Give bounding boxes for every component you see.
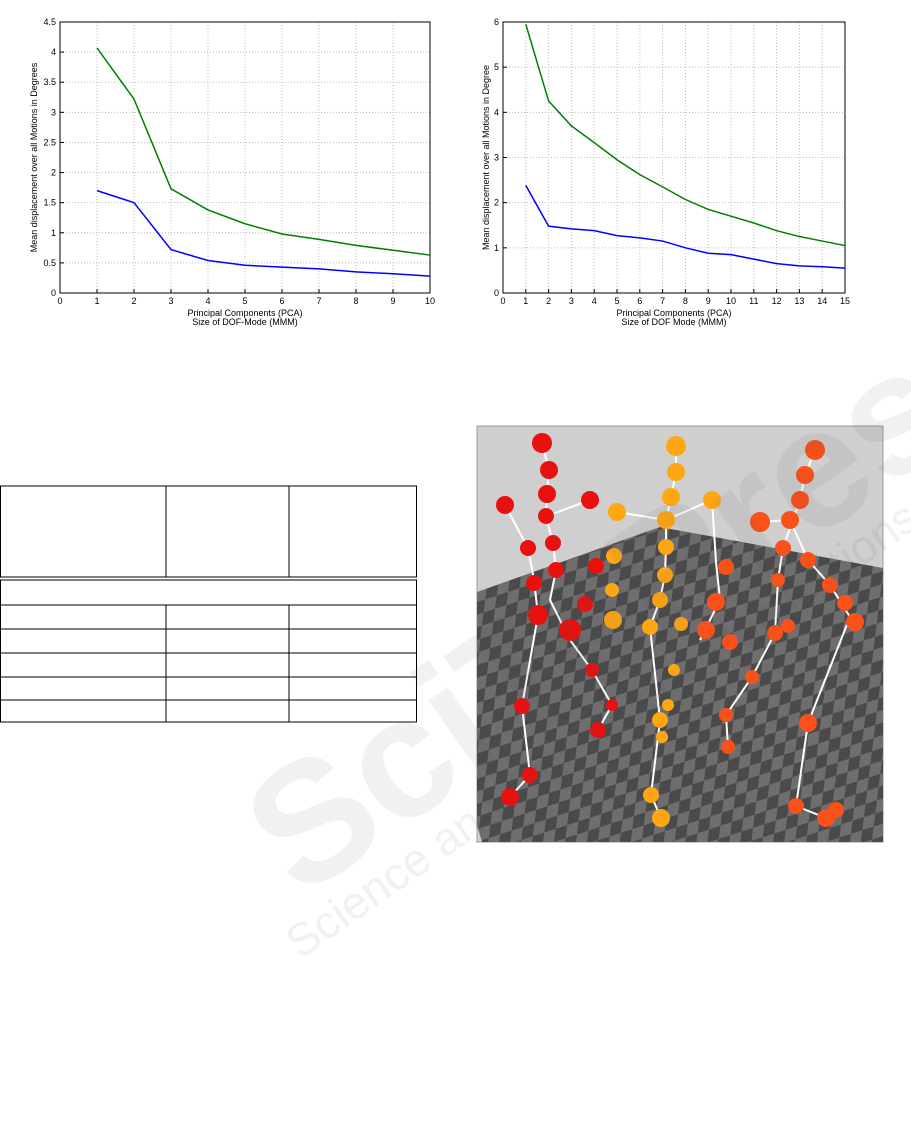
x-tick-label: 14 bbox=[817, 296, 827, 306]
x-tick-label: 2 bbox=[131, 296, 136, 306]
y-tick-label: 2 bbox=[51, 168, 56, 178]
x-tick-label: 1 bbox=[94, 296, 99, 306]
x-tick-label: 6 bbox=[279, 296, 284, 306]
y-axis-label: Mean displacement over all Motions in De… bbox=[481, 65, 491, 250]
x-tick-label: 9 bbox=[706, 296, 711, 306]
y-tick-label: 4 bbox=[494, 107, 499, 117]
render-image bbox=[476, 425, 884, 843]
x-tick-label: 3 bbox=[168, 296, 173, 306]
x-tick-label: 4 bbox=[205, 296, 210, 306]
x-tick-label: 10 bbox=[726, 296, 736, 306]
x-tick-label: 15 bbox=[840, 296, 850, 306]
y-tick-label: 1 bbox=[51, 228, 56, 238]
y-tick-label: 3 bbox=[494, 153, 499, 163]
y-tick-label: 5 bbox=[494, 62, 499, 72]
data-line bbox=[96, 47, 431, 256]
y-tick-label: 0 bbox=[494, 288, 499, 298]
empty-table bbox=[0, 485, 417, 723]
x-tick-label: 9 bbox=[390, 296, 395, 306]
plot-frame bbox=[502, 21, 846, 294]
y-tick-label: 1.5 bbox=[43, 198, 56, 208]
x-axis-label: Size of DOF Mode (MMM) bbox=[621, 317, 726, 327]
x-tick-label: 7 bbox=[316, 296, 321, 306]
y-tick-label: 1 bbox=[494, 243, 499, 253]
y-tick-label: 2 bbox=[494, 198, 499, 208]
x-tick-label: 3 bbox=[569, 296, 574, 306]
x-tick-label: 2 bbox=[546, 296, 551, 306]
y-tick-label: 3 bbox=[51, 107, 56, 117]
x-axis-label: Size of DOF-Mode (MMM) bbox=[192, 317, 298, 327]
x-tick-label: 0 bbox=[500, 296, 505, 306]
x-tick-label: 5 bbox=[614, 296, 619, 306]
x-tick-label: 11 bbox=[749, 296, 758, 306]
x-axis-label: Principal Components (PCA) bbox=[616, 308, 731, 318]
x-tick-label: 0 bbox=[57, 296, 62, 306]
y-tick-label: 3.5 bbox=[43, 77, 56, 87]
y-tick-label: 4.5 bbox=[43, 17, 56, 27]
x-tick-label: 8 bbox=[353, 296, 358, 306]
plot-frame bbox=[59, 21, 431, 294]
x-tick-label: 4 bbox=[592, 296, 597, 306]
y-tick-label: 2.5 bbox=[43, 137, 56, 147]
x-axis-label: Principal Components (PCA) bbox=[187, 308, 302, 318]
y-tick-label: 6 bbox=[494, 17, 499, 27]
y-axis-label: Mean displacement over all Motions in De… bbox=[29, 62, 39, 252]
x-tick-label: 8 bbox=[683, 296, 688, 306]
x-tick-label: 7 bbox=[660, 296, 665, 306]
x-tick-label: 13 bbox=[794, 296, 804, 306]
data-line bbox=[96, 189, 431, 277]
x-tick-label: 12 bbox=[772, 296, 782, 306]
y-tick-label: 0 bbox=[51, 288, 56, 298]
watermark: SciTePress Science and Technology Public… bbox=[212, 256, 911, 968]
data-line bbox=[525, 24, 846, 247]
x-tick-label: 10 bbox=[425, 296, 435, 306]
y-tick-label: 0.5 bbox=[43, 258, 56, 268]
y-tick-label: 4 bbox=[51, 47, 56, 57]
x-tick-label: 6 bbox=[637, 296, 642, 306]
x-tick-label: 1 bbox=[523, 296, 528, 306]
x-tick-label: 5 bbox=[242, 296, 247, 306]
data-line bbox=[525, 185, 846, 269]
